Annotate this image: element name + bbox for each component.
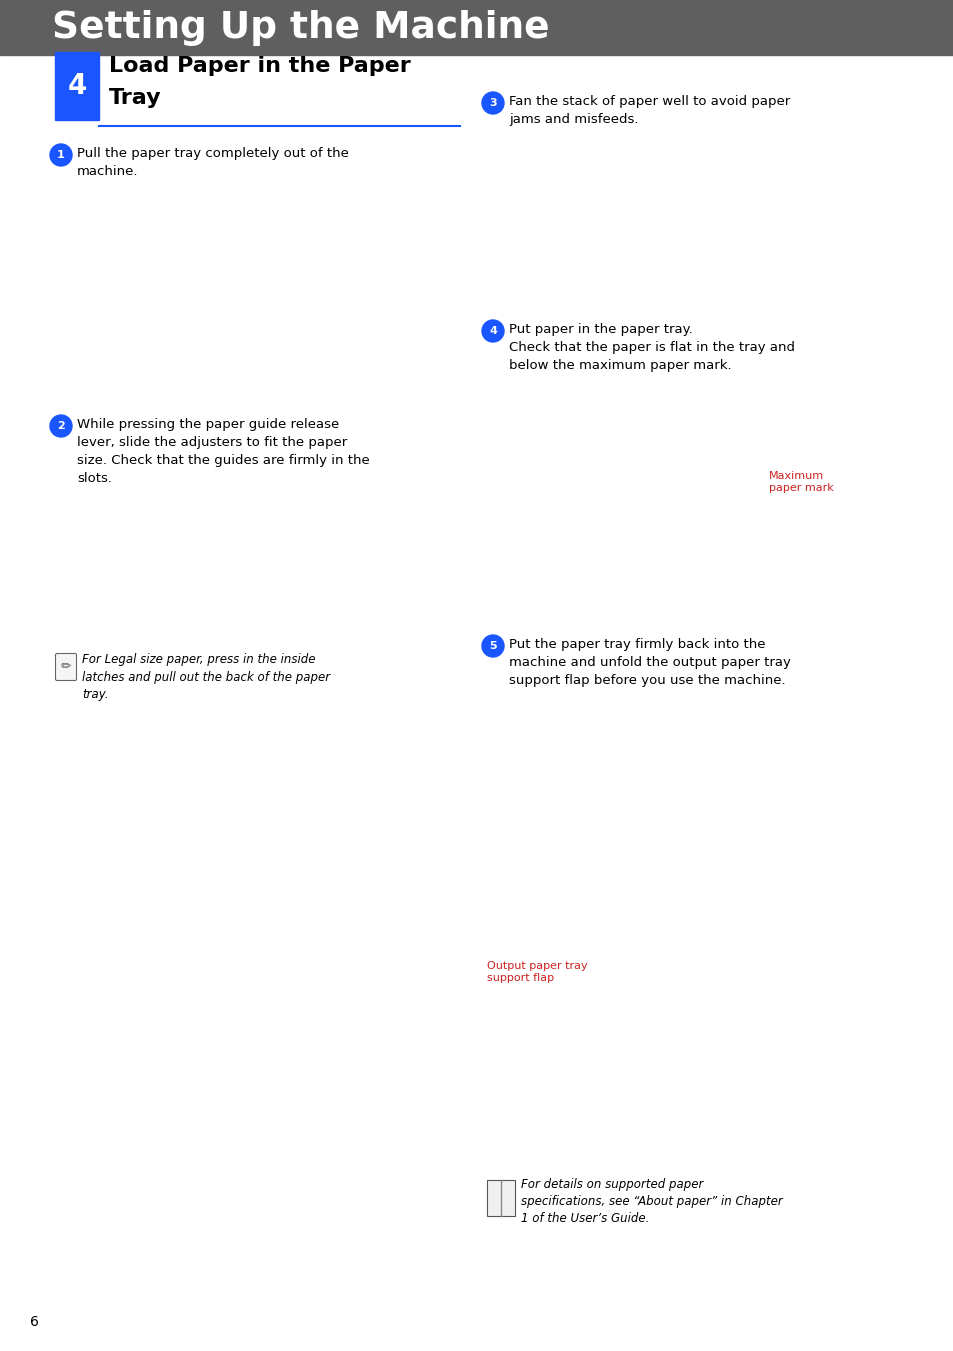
Circle shape <box>50 145 71 166</box>
Text: While pressing the paper guide release
lever, slide the adjusters to fit the pap: While pressing the paper guide release l… <box>77 417 370 485</box>
Text: Maximum
paper mark: Maximum paper mark <box>768 471 833 493</box>
Circle shape <box>50 415 71 436</box>
Text: Load Paper in the Paper: Load Paper in the Paper <box>109 55 411 76</box>
Text: 4: 4 <box>489 326 497 336</box>
Text: Put paper in the paper tray.
Check that the paper is flat in the tray and
below : Put paper in the paper tray. Check that … <box>509 323 794 372</box>
Text: Pull the paper tray completely out of the
machine.: Pull the paper tray completely out of th… <box>77 147 349 178</box>
FancyBboxPatch shape <box>55 654 76 681</box>
Text: 2: 2 <box>57 422 65 431</box>
Text: For details on supported paper
specifications, see “About paper” in Chapter
1 of: For details on supported paper specifica… <box>520 1178 781 1225</box>
Text: Setting Up the Machine: Setting Up the Machine <box>52 9 549 46</box>
Text: 1: 1 <box>57 150 65 159</box>
Text: For Legal size paper, press in the inside
latches and pull out the back of the p: For Legal size paper, press in the insid… <box>82 653 330 701</box>
Circle shape <box>481 92 503 113</box>
FancyBboxPatch shape <box>486 1179 515 1216</box>
Circle shape <box>481 320 503 342</box>
Text: 5: 5 <box>489 640 497 651</box>
Text: Fan the stack of paper well to avoid paper
jams and misfeeds.: Fan the stack of paper well to avoid pap… <box>509 95 789 126</box>
Circle shape <box>481 635 503 657</box>
Text: 4: 4 <box>68 72 87 100</box>
Text: ✏: ✏ <box>61 661 71 674</box>
Text: Put the paper tray firmly back into the
machine and unfold the output paper tray: Put the paper tray firmly back into the … <box>509 638 790 688</box>
Bar <box>55 51 99 120</box>
Bar <box>0 0 953 55</box>
Text: 6: 6 <box>30 1315 39 1329</box>
Text: Tray: Tray <box>109 88 161 108</box>
Text: 3: 3 <box>489 99 497 108</box>
Text: Output paper tray
support flap: Output paper tray support flap <box>486 961 587 984</box>
